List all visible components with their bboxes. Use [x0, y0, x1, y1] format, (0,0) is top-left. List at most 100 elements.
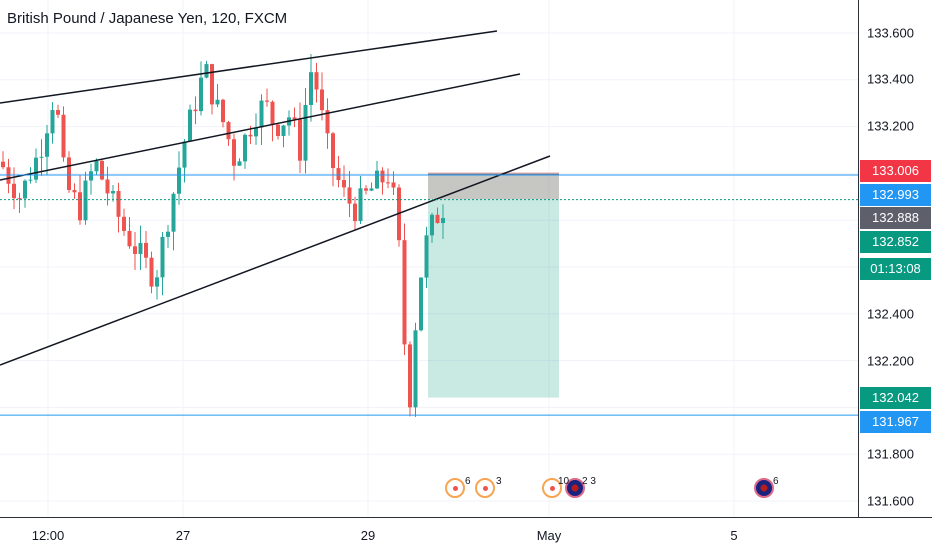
price-tick-label: 132.200 [867, 353, 914, 369]
uk-flag-icon[interactable] [754, 478, 774, 498]
bearish-candle [67, 157, 71, 191]
bearish-candle [144, 242, 148, 258]
bearish-candle [298, 119, 302, 161]
bearish-candle [226, 122, 231, 140]
event-count: 10 [558, 476, 570, 487]
bullish-candle [309, 72, 313, 105]
bearish-candle [391, 182, 396, 188]
event-marker-group[interactable]: 6 3 [445, 476, 505, 504]
bullish-candle [160, 236, 165, 278]
grid-lines [0, 0, 858, 517]
bullish-candle [424, 235, 429, 278]
bearish-candle [248, 134, 253, 137]
economic-event-icon[interactable] [475, 478, 495, 498]
bullish-candle [89, 171, 93, 181]
price-axis[interactable]: 133.600 133.400 133.200 132.400 132.200 … [858, 0, 932, 517]
price-tick-label: 133.600 [867, 25, 914, 41]
chart-title[interactable]: British Pound / Japanese Yen, 120, FXCM [7, 10, 288, 27]
bullish-candle [281, 125, 286, 136]
bullish-candle [441, 218, 445, 224]
bearish-candle [133, 246, 137, 254]
bearish-candle [210, 64, 214, 105]
time-tick-label: 29 [360, 528, 376, 543]
bearish-candle [270, 101, 275, 125]
event-count: 2 3 [582, 476, 596, 487]
event-count: 6 [773, 476, 779, 487]
bearish-candle [336, 168, 341, 181]
event-marker-group[interactable]: 6 [754, 476, 794, 504]
last-price-badge: 132.888 [860, 207, 931, 229]
bar-countdown-badge: 01:13:08 [860, 258, 931, 280]
bearish-candle [17, 198, 22, 200]
bullish-candle [188, 109, 192, 142]
bullish-candle [215, 99, 220, 105]
bullish-candle [171, 193, 176, 232]
upper-channel-line [0, 30, 498, 104]
bearish-candle [320, 89, 324, 111]
bullish-candle [166, 231, 170, 237]
economic-event-icon[interactable] [445, 478, 465, 498]
bearish-candle [276, 124, 280, 136]
current-price-badge: 132.852 [860, 231, 931, 253]
price-tick-label: 133.400 [867, 71, 914, 87]
bearish-candle [193, 109, 198, 112]
bearish-candle [325, 110, 330, 134]
bearish-candle [56, 109, 60, 115]
bearish-candle [347, 187, 352, 204]
bearish-candle [116, 191, 121, 217]
bullish-candle [254, 127, 258, 137]
entry-price-badge: 132.993 [860, 184, 931, 206]
bearish-candle [122, 216, 126, 231]
bearish-candle [61, 114, 66, 158]
bullish-candle [358, 188, 363, 222]
chart-pane[interactable]: British Pound / Japanese Yen, 120, FXCM … [0, 0, 858, 517]
bullish-candle [237, 161, 242, 166]
time-tick-label: May [536, 528, 562, 543]
lower-trend-line [0, 155, 551, 366]
position-zones [428, 171, 559, 398]
bearish-candle [364, 188, 368, 191]
price-tick-label: 132.400 [867, 306, 914, 322]
candles [1, 54, 445, 417]
event-count: 6 [465, 476, 471, 487]
bullish-candle [155, 277, 159, 287]
bearish-candle [78, 192, 82, 221]
bullish-candle [50, 109, 55, 134]
bearish-candle [6, 167, 11, 184]
event-marker-group[interactable]: 10 2 3 [542, 476, 602, 504]
bearish-candle [127, 230, 132, 247]
trend-lines [0, 30, 551, 366]
time-tick-label: 27 [175, 528, 191, 543]
bearish-candle [232, 139, 236, 166]
bullish-candle [375, 170, 379, 189]
bullish-candle [28, 179, 33, 181]
bearish-candle [292, 117, 297, 120]
time-tick-label: 5 [730, 528, 738, 543]
stop-loss-price-badge: 133.006 [860, 160, 931, 182]
bearish-candle [353, 203, 357, 222]
price-tick-label: 131.600 [867, 493, 914, 509]
bullish-candle [111, 191, 115, 194]
economic-event-icon[interactable] [542, 478, 562, 498]
bullish-candle [243, 134, 247, 162]
bearish-candle [149, 257, 154, 287]
bearish-candle [314, 72, 319, 90]
event-count: 3 [496, 476, 502, 487]
bearish-candle [1, 161, 5, 168]
bullish-candle [204, 64, 209, 78]
price-chart[interactable] [0, 0, 858, 517]
bullish-candle [39, 156, 44, 158]
bearish-candle [331, 133, 335, 169]
horizontal-levels [0, 174, 858, 416]
bullish-candle [182, 141, 187, 168]
bullish-candle [138, 242, 143, 254]
bearish-candle [72, 190, 77, 193]
time-axis[interactable]: 12:00 27 29 May 5 [0, 517, 932, 551]
bullish-candle [45, 133, 49, 157]
bearish-candle [408, 344, 412, 408]
price-tick-label: 131.800 [867, 446, 914, 462]
uk-flag-icon[interactable] [565, 478, 585, 498]
bullish-candle [177, 167, 181, 194]
bullish-candle [83, 180, 88, 221]
bullish-candle [430, 214, 434, 236]
